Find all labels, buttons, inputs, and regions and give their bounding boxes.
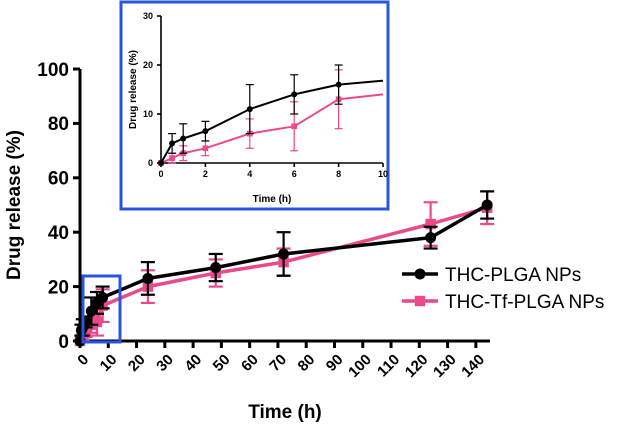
x-tick-label: 100 <box>345 351 375 381</box>
legend-label: THC-Tf-PLGA NPs <box>445 292 604 313</box>
legend-marker <box>414 295 426 307</box>
y-tick-label: 80 <box>48 114 69 135</box>
x-tick-label: 10 <box>97 351 121 375</box>
thc-plga-point <box>246 106 253 113</box>
x-tick-label: 6 <box>292 169 297 179</box>
x-tick-label: 4 <box>247 169 252 179</box>
legend-item-thc-tf-plga: THC-Tf-PLGA NPs <box>402 292 604 313</box>
legend-item-thc-plga: THC-PLGA NPs <box>402 265 581 286</box>
thc-plga-point <box>97 291 109 303</box>
x-tick-label: 8 <box>336 169 341 179</box>
x-tick-label: 70 <box>266 351 290 375</box>
y-axis-title: Drug release (%) <box>4 130 25 280</box>
inset-frame <box>119 0 390 211</box>
thc-tf-plga-point <box>91 316 103 328</box>
thc-tf-plga-point <box>169 155 175 161</box>
x-tick-label: 40 <box>181 351 205 375</box>
y-tick-label: 60 <box>48 169 69 190</box>
x-tick-label: 2 <box>203 169 208 179</box>
thc-plga-point <box>425 232 437 244</box>
x-tick-label: 10 <box>378 169 388 179</box>
y-tick-label: 100 <box>37 60 69 81</box>
y-tick-label: 20 <box>48 277 69 298</box>
y-tick-label: 0 <box>148 158 153 168</box>
x-tick-label: 60 <box>238 351 262 375</box>
y-tick-label: 20 <box>143 60 153 70</box>
x-tick-label: 140 <box>458 351 488 381</box>
thc-plga-point <box>291 91 298 98</box>
x-tick-label: 130 <box>430 351 460 381</box>
x-tick-label: 50 <box>210 351 234 375</box>
thc-plga-point <box>202 128 209 135</box>
thc-plga-point <box>210 262 222 274</box>
x-tick-label: 30 <box>153 351 177 375</box>
x-tick-label: 110 <box>374 351 403 380</box>
x-tick-label: 0 <box>74 351 92 369</box>
x-tick-label: 120 <box>402 351 432 381</box>
zoom-region-rect <box>81 274 122 344</box>
y-tick-label: 10 <box>143 109 153 119</box>
thc-plga-point <box>85 305 97 317</box>
y-axis-title: Drug release (%) <box>128 50 139 129</box>
zoom-region-box <box>81 274 122 344</box>
x-tick-label: 0 <box>158 169 163 179</box>
x-tick-label: 90 <box>323 351 347 375</box>
x-axis-title: Time (h) <box>248 402 322 423</box>
thc-tf-plga-point <box>202 145 209 152</box>
legend-label: THC-PLGA NPs <box>445 265 581 286</box>
x-axis-title: Time (h) <box>253 194 292 205</box>
thc-plga-point <box>169 140 176 147</box>
y-tick-label: 0 <box>58 332 69 353</box>
y-tick-label: 40 <box>48 223 69 244</box>
thc-plga-point <box>180 135 187 142</box>
y-tick-label: 30 <box>143 11 153 21</box>
inset-plot: 0 10 20 30 0 2 4 6 8 10 Time (h) Drug release (%) <box>119 0 390 211</box>
legend-marker <box>414 268 426 280</box>
thc-tf-plga-point <box>425 218 436 230</box>
x-tick-label: 20 <box>125 351 149 375</box>
thc-plga-point <box>335 81 342 88</box>
thc-tf-plga-point <box>291 123 298 130</box>
thc-plga-point <box>158 160 164 166</box>
thc-plga-point <box>278 248 290 260</box>
thc-plga-point <box>142 272 154 284</box>
x-tick-label: 80 <box>295 351 319 375</box>
thc-plga-point <box>481 199 493 211</box>
legend: THC-PLGA NPs THC-Tf-PLGA NPs <box>402 265 604 313</box>
